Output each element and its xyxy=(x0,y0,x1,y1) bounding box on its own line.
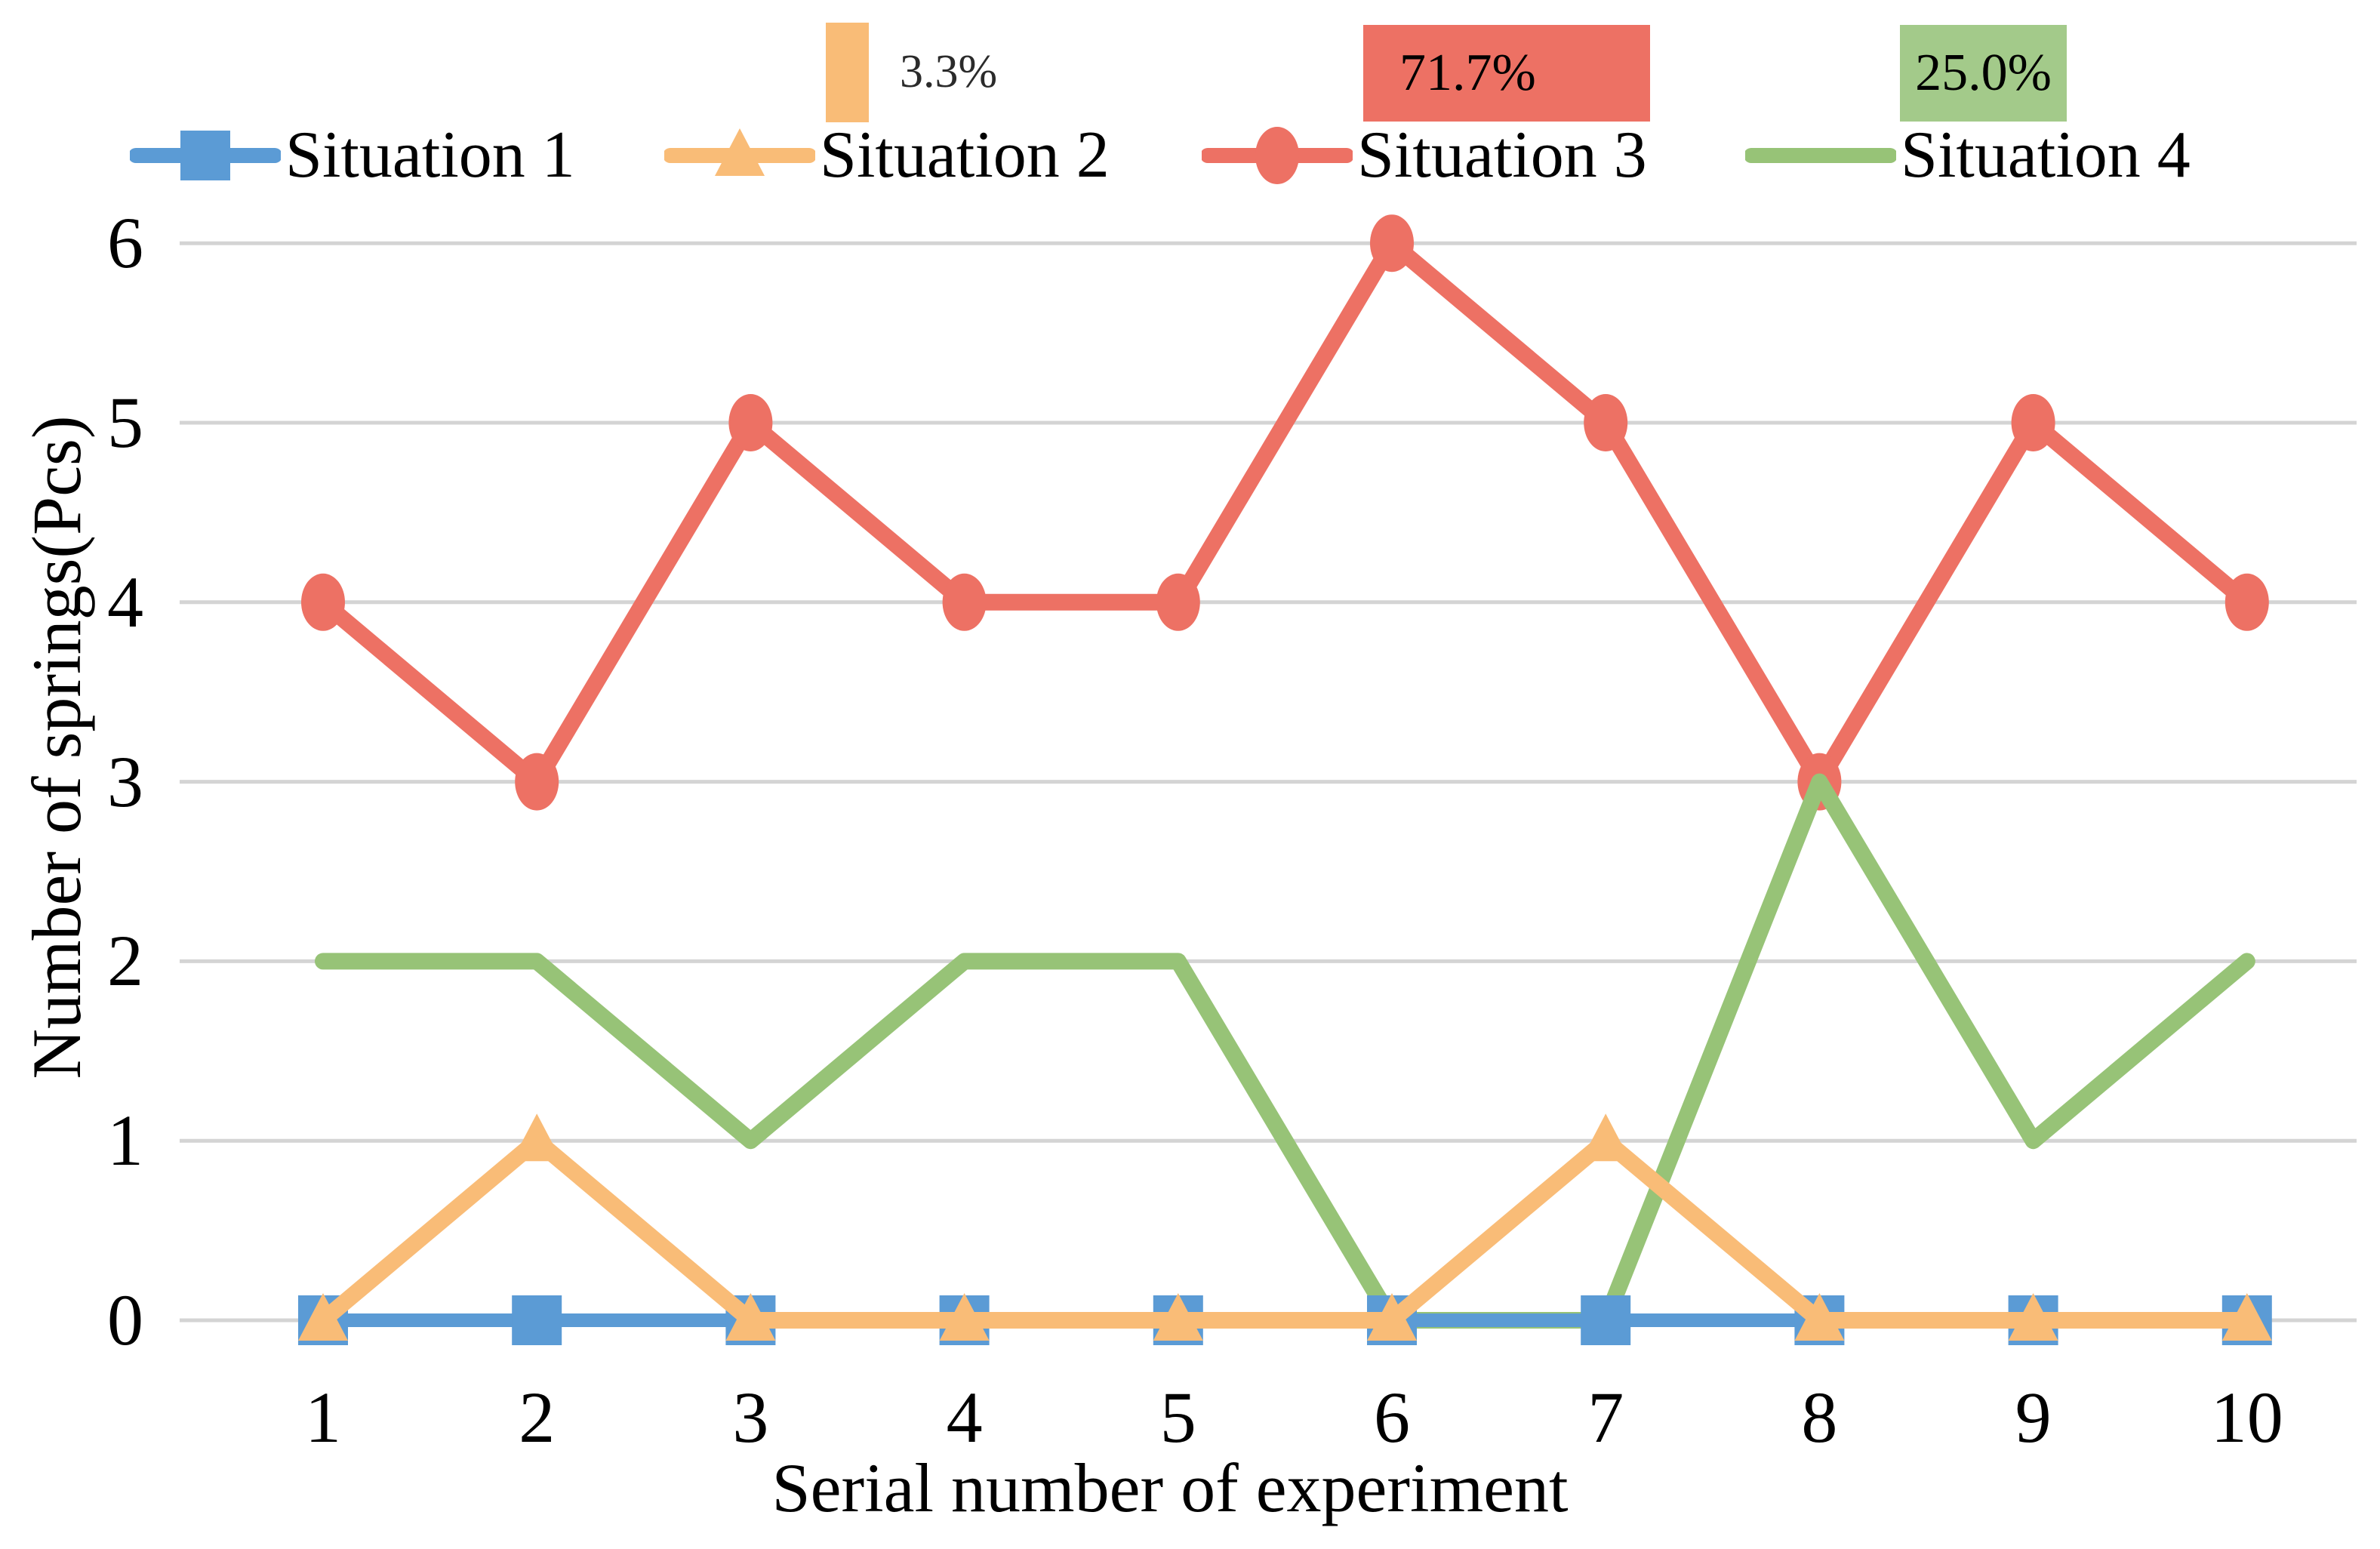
triangle-marker xyxy=(1367,1293,1417,1341)
legend-label-situation-4: Situation 4 xyxy=(1901,119,2191,192)
situation-3-line xyxy=(315,235,2255,790)
y-tick-label-0: 0 xyxy=(107,1280,143,1360)
situation-4-line xyxy=(315,773,2255,1329)
triangle-marker xyxy=(1581,1113,1631,1162)
annotation-box-situation-4: 25.0% xyxy=(1900,25,2067,122)
circle-marker-icon xyxy=(1202,127,1353,184)
annotation-bar-situation-2 xyxy=(826,23,869,122)
annotation-box-situation-3: 71.7% xyxy=(1363,25,1650,122)
annotation-label-situation-3: 71.7% xyxy=(1399,44,1536,102)
y-tick-label-5: 5 xyxy=(107,382,143,463)
legend-label-situation-3: Situation 3 xyxy=(1357,119,1647,192)
y-tick-label-3: 3 xyxy=(107,741,143,822)
annotation-label-situation-4: 25.0% xyxy=(1915,44,2052,102)
x-tick-label-4: 4 xyxy=(946,1377,983,1458)
y-tick-label-2: 2 xyxy=(107,920,143,1002)
circle-marker xyxy=(728,394,773,451)
legend-item-situation-3: Situation 3 xyxy=(1202,112,1647,199)
triangle-marker xyxy=(512,1113,562,1162)
y-axis-title: Number of springs(Pcs) xyxy=(18,415,95,1079)
x-tick-label-6: 6 xyxy=(1374,1377,1410,1458)
circle-marker xyxy=(515,753,559,811)
square-marker-icon xyxy=(130,131,281,180)
x-tick-label-2: 2 xyxy=(519,1377,556,1458)
circle-marker xyxy=(2011,394,2055,451)
circle-marker xyxy=(1156,573,1200,631)
series-situation-3 xyxy=(301,214,2269,811)
triangle-marker-icon xyxy=(664,128,815,176)
legend-label-situation-1: Situation 1 xyxy=(285,119,575,192)
square-marker xyxy=(1581,1295,1631,1345)
circle-marker xyxy=(1370,214,1414,273)
square-marker xyxy=(512,1295,562,1345)
legend-label-situation-2: Situation 2 xyxy=(820,119,1110,192)
x-tick-label-7: 7 xyxy=(1587,1377,1624,1458)
triangle-marker xyxy=(1794,1293,1845,1341)
triangle-marker xyxy=(1153,1293,1203,1341)
situation-2-line xyxy=(315,1132,2255,1329)
triangle-marker xyxy=(298,1293,348,1341)
circle-marker xyxy=(301,573,345,631)
series-situation-4 xyxy=(315,773,2255,1329)
legend-item-situation-2: Situation 2 xyxy=(664,112,1110,199)
x-tick-label-3: 3 xyxy=(732,1377,769,1458)
triangle-marker xyxy=(2008,1293,2058,1341)
x-axis-title: Serial number of experiment xyxy=(771,1449,1569,1526)
circle-marker xyxy=(942,573,987,631)
triangle-marker xyxy=(939,1293,990,1341)
series-situation-2 xyxy=(298,1113,2272,1341)
annotation-label-situation-2: 3.3% xyxy=(900,46,998,97)
legend-item-situation-4: Situation 4 xyxy=(1745,112,2191,199)
x-tick-label-1: 1 xyxy=(305,1377,341,1458)
x-tick-label-5: 5 xyxy=(1159,1377,1196,1458)
triangle-marker xyxy=(2221,1293,2272,1341)
x-tick-label-10: 10 xyxy=(2210,1377,2283,1458)
x-tick-label-8: 8 xyxy=(1801,1377,1838,1458)
circle-marker xyxy=(2225,573,2269,631)
triangle-marker xyxy=(725,1293,776,1341)
legend-item-situation-1: Situation 1 xyxy=(130,112,575,199)
y-tick-label-1: 1 xyxy=(107,1100,143,1181)
y-tick-label-4: 4 xyxy=(107,561,143,642)
circle-marker xyxy=(1584,394,1628,451)
line-marker-icon xyxy=(1745,148,1896,163)
x-tick-label-9: 9 xyxy=(2015,1377,2052,1458)
y-tick-label-6: 6 xyxy=(107,202,143,284)
